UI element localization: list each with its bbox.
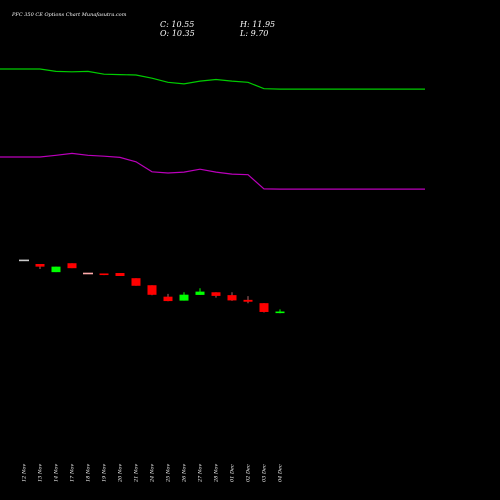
candle-body — [195, 291, 205, 295]
magenta-indicator-line — [0, 152, 425, 190]
candle-12 — [195, 288, 205, 295]
x-tick-label: 04 Dec — [278, 464, 284, 482]
candle-body — [275, 311, 285, 314]
candle-6 — [99, 273, 109, 276]
candle-body — [243, 299, 253, 302]
x-tick-label: 21 Nov — [134, 464, 140, 483]
candle-9 — [147, 285, 157, 296]
candle-10 — [163, 293, 173, 302]
candle-body — [259, 303, 269, 312]
candles — [19, 259, 285, 314]
candle-body — [19, 259, 29, 262]
x-tick-label: 24 Nov — [150, 464, 156, 483]
x-tick-label: 25 Nov — [166, 464, 172, 483]
candle-body — [83, 272, 93, 275]
candle-body — [115, 273, 125, 276]
x-tick-label: 19 Nov — [102, 464, 108, 482]
candle-17 — [275, 309, 285, 314]
x-tick-label: 18 Nov — [86, 464, 92, 482]
x-tick-label: 20 Nov — [118, 464, 124, 483]
ohlc-readout: C: 10.55 H: 11.95 O: 10.35 L: 9.70 — [160, 20, 275, 38]
open-readout: O: 10.35 — [160, 29, 195, 38]
candle-body — [227, 295, 237, 301]
candle-8 — [131, 278, 141, 286]
x-tick-label: 26 Nov — [182, 464, 188, 483]
x-tick-label: 02 Dec — [246, 464, 252, 482]
x-tick-label: 17 Nov — [70, 464, 76, 482]
x-tick-label: 13 Nov — [38, 464, 44, 482]
candle-5 — [83, 272, 93, 275]
candle-13 — [211, 292, 221, 298]
chart-title: PFC 350 CE Options Chart Munafasutra.com — [11, 12, 127, 18]
candle-body — [35, 264, 45, 267]
candle-14 — [227, 292, 237, 301]
x-axis-labels: 12 Nov 13 Nov 14 Nov 17 Nov 18 Nov 19 Nov 20 N… — [22, 464, 284, 483]
candle-15 — [243, 296, 253, 304]
candle-7 — [115, 273, 125, 276]
indicator-lines — [0, 68, 425, 190]
candle-1 — [19, 259, 29, 262]
green-indicator-line — [0, 68, 425, 90]
candle-3 — [51, 266, 61, 273]
x-tick-label: 12 Nov — [22, 464, 28, 482]
candle-4 — [67, 263, 77, 269]
candle-body — [147, 285, 157, 295]
x-tick-label: 03 Dec — [262, 464, 268, 482]
high-readout: H: 11.95 — [239, 20, 275, 29]
candle-body — [211, 292, 221, 296]
low-readout: L: 9.70 — [239, 29, 268, 38]
candle-body — [51, 266, 61, 273]
x-tick-label: 27 Nov — [198, 464, 204, 483]
close-readout: C: 10.55 — [160, 20, 194, 29]
candle-2 — [35, 264, 45, 270]
candle-16 — [259, 303, 269, 313]
candle-body — [131, 278, 141, 286]
candle-body — [99, 273, 109, 276]
x-tick-label: 28 Nov — [214, 464, 220, 483]
candle-body — [67, 263, 77, 269]
x-tick-label: 01 Dec — [230, 464, 236, 482]
candle-11 — [179, 292, 189, 301]
x-tick-label: 14 Nov — [54, 464, 60, 482]
candle-body — [179, 294, 189, 301]
candle-body — [163, 296, 173, 302]
